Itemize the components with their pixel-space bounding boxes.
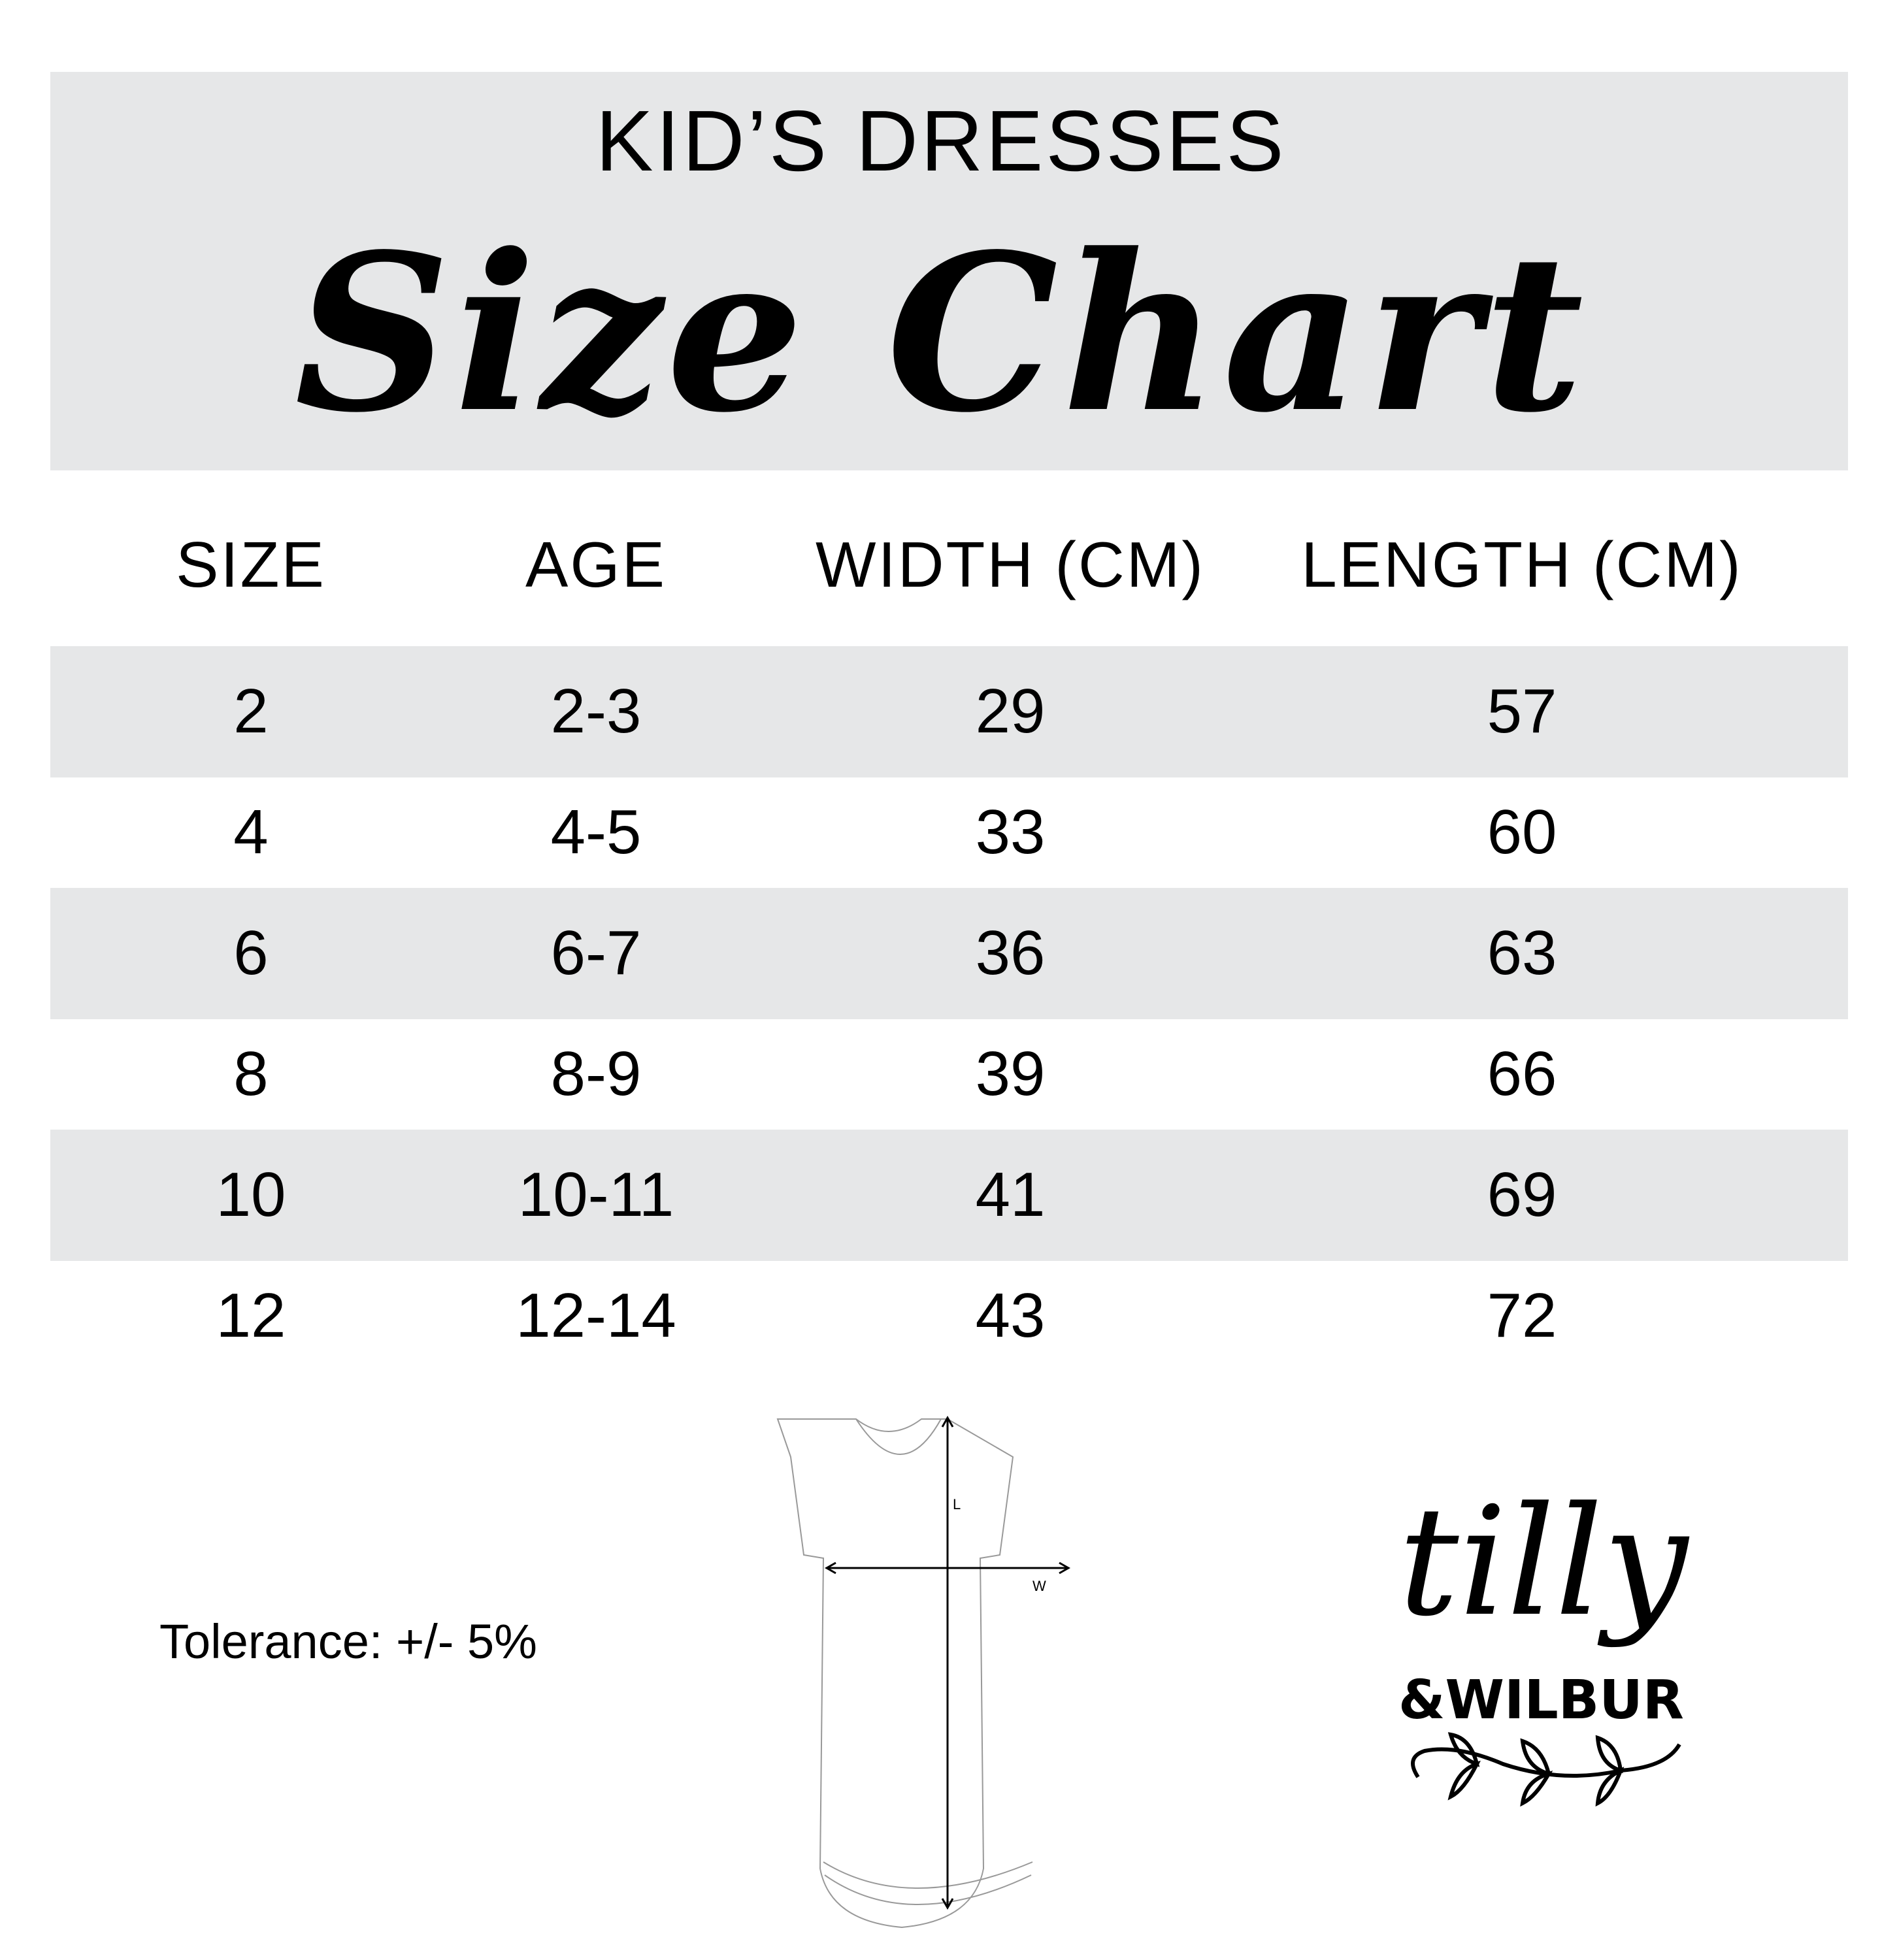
leaf-branch-icon [1411, 1732, 1681, 1807]
table-cell-size: 2 [233, 676, 269, 746]
page-title: Size Chart [294, 206, 1588, 460]
tolerance-note: Tolerance: +/- 5% [159, 1614, 537, 1669]
logo-wordmark: &WILBUR [1398, 1669, 1684, 1731]
table-cell-length: 63 [1487, 918, 1557, 988]
table-cell-width: 39 [975, 1039, 1046, 1109]
table-cell-width: 33 [975, 797, 1046, 867]
column-header-age: AGE [525, 529, 667, 600]
table-cell-age: 10-11 [518, 1160, 674, 1230]
table-row-stripe [50, 888, 1848, 1019]
table-cell-length: 66 [1487, 1039, 1557, 1109]
table-cell-age: 12-14 [516, 1281, 676, 1350]
subtitle: KID’S DRESSES [595, 93, 1287, 189]
table-row-stripe [50, 646, 1848, 777]
width-label: W [1032, 1578, 1046, 1594]
dress-measurement-diagram: L W [776, 1415, 1071, 1929]
table-cell-length: 57 [1487, 676, 1557, 746]
header-banner [50, 72, 1848, 470]
table-cell-width: 36 [975, 918, 1046, 988]
column-header-width: WIDTH (CM) [815, 529, 1206, 600]
logo-script: tilly [1398, 1475, 1690, 1650]
table-row-stripe [50, 1130, 1848, 1261]
table-cell-length: 69 [1487, 1160, 1557, 1230]
table-cell-length: 60 [1487, 797, 1557, 867]
table-cell-size: 8 [233, 1039, 269, 1109]
table-cell-width: 29 [975, 676, 1046, 746]
table-cell-age: 2-3 [550, 676, 642, 746]
table-cell-width: 41 [975, 1160, 1046, 1230]
table-cell-width: 43 [975, 1281, 1046, 1350]
tilly-wilbur-logo: tilly &WILBUR [1398, 1475, 1690, 1807]
table-cell-age: 4-5 [550, 797, 642, 867]
table-cell-length: 72 [1487, 1281, 1557, 1350]
length-label: L [953, 1496, 961, 1512]
column-header-length: LENGTH (CM) [1301, 529, 1743, 600]
table-cell-age: 6-7 [550, 918, 642, 988]
table-cell-size: 12 [216, 1281, 286, 1350]
table-cell-size: 6 [233, 918, 269, 988]
table-cell-age: 8-9 [550, 1039, 642, 1109]
table-cell-size: 10 [216, 1160, 286, 1230]
column-header-size: SIZE [176, 529, 326, 600]
table-cell-size: 4 [233, 797, 269, 867]
